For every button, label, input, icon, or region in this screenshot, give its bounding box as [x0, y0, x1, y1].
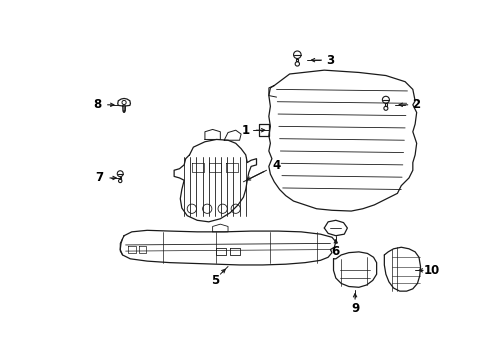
Text: 9: 9 [351, 302, 359, 315]
Text: 10: 10 [424, 264, 440, 277]
Polygon shape [118, 98, 130, 106]
Circle shape [123, 111, 125, 113]
Text: 3: 3 [326, 54, 335, 67]
Text: 4: 4 [272, 159, 281, 172]
Text: 8: 8 [93, 98, 101, 111]
Text: 7: 7 [96, 171, 103, 184]
Text: 5: 5 [211, 274, 219, 287]
Text: 2: 2 [413, 98, 421, 111]
Text: 6: 6 [332, 244, 340, 258]
Text: 1: 1 [242, 124, 250, 137]
